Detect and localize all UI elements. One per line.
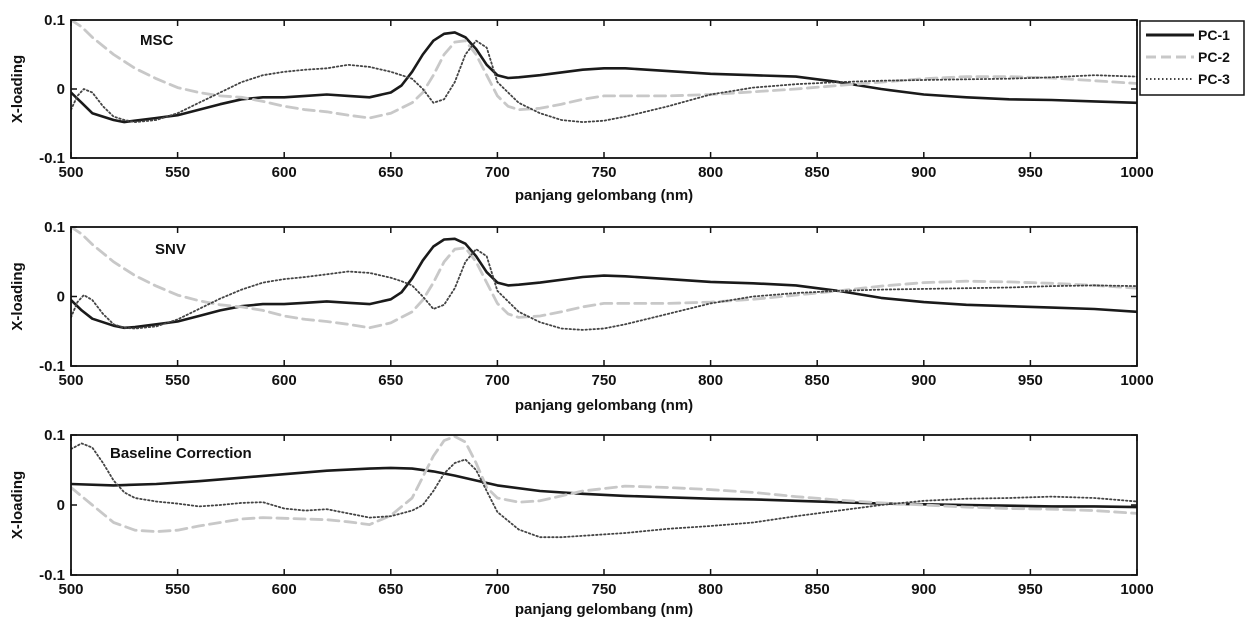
x-tick-label: 700 (485, 581, 510, 598)
x-axis-label: panjang gelombang (nm) (515, 397, 693, 414)
x-tick-label: 750 (591, 581, 616, 598)
y-tick-label: 0 (57, 289, 65, 306)
x-tick-label: 950 (1018, 372, 1043, 389)
legend: PC-1 PC-2 PC-3 (1139, 20, 1245, 96)
x-tick-label: 900 (911, 372, 936, 389)
x-tick-label: 950 (1018, 581, 1043, 598)
y-axis-label: X-loading (9, 262, 26, 330)
x-tick-label: 600 (272, 372, 297, 389)
x-tick-label: 550 (165, 581, 190, 598)
x-tick-label: 750 (591, 372, 616, 389)
x-tick-label: 650 (378, 581, 403, 598)
y-tick-label: 0.1 (44, 12, 65, 29)
x-tick-label: 1000 (1120, 372, 1153, 389)
panel-2: 500 550 600 650 700 750 800 850 900 950 1000 0.1 0 -0… (9, 219, 1154, 414)
x-tick-label: 500 (58, 164, 83, 181)
y-tick-label: -0.1 (39, 150, 65, 167)
x-tick-label: 1000 (1120, 581, 1153, 598)
panel-3: 500 550 600 650 700 750 800 850 900 950 1000 0.1 0 -0… (9, 427, 1154, 618)
y-tick-label: 0.1 (44, 219, 65, 236)
x-tick-label: 900 (911, 581, 936, 598)
x-tick-label: 500 (58, 372, 83, 389)
y-tick-label: 0.1 (44, 427, 65, 444)
x-tick-label: 800 (698, 372, 723, 389)
series-pc-2-line (71, 227, 1137, 330)
x-tick-label: 700 (485, 372, 510, 389)
series-pc-2-line (71, 435, 1137, 533)
x-tick-label: 650 (378, 372, 403, 389)
x-tick-label: 600 (272, 581, 297, 598)
panel-title: MSC (140, 32, 174, 49)
x-axis-label: panjang gelombang (nm) (515, 601, 693, 618)
x-tick-label: 600 (272, 164, 297, 181)
x-tick-label: 850 (805, 372, 830, 389)
series-pc-2-line (71, 20, 1137, 120)
x-tick-label: 500 (58, 581, 83, 598)
series-pc-3-line (71, 248, 1137, 331)
panel-1: 500 550 600 650 700 750 800 850 900 950 1000 0.1 0 -0… (9, 12, 1154, 204)
x-tick-label: 850 (805, 164, 830, 181)
x-tick-label: 700 (485, 164, 510, 181)
x-tick-label: 550 (165, 164, 190, 181)
legend-pc1-label: PC-1 (1198, 27, 1230, 43)
y-tick-label: 0 (57, 81, 65, 98)
y-tick-label: -0.1 (39, 567, 65, 584)
x-tick-label: 750 (591, 164, 616, 181)
x-tick-label: 650 (378, 164, 403, 181)
legend-pc3-label: PC-3 (1198, 71, 1230, 87)
series-pc-1-line (71, 237, 1137, 330)
panel-title: SNV (155, 241, 186, 258)
y-tick-label: 0 (57, 497, 65, 514)
x-tick-label: 950 (1018, 164, 1043, 181)
y-axis-label: X-loading (9, 55, 26, 123)
y-tick-label: -0.1 (39, 358, 65, 375)
x-axis-label: panjang gelombang (nm) (515, 187, 693, 204)
x-tick-label: 1000 (1120, 164, 1153, 181)
panel-title: Baseline Correction (110, 445, 252, 462)
panels-group: 500 550 600 650 700 750 800 850 900 950 1000 0.1 0 -0… (9, 12, 1154, 618)
x-tick-label: 550 (165, 372, 190, 389)
series-pc-3-line (71, 442, 1137, 539)
x-tick-label: 800 (698, 164, 723, 181)
series-pc-1-line (71, 31, 1137, 124)
x-tick-label: 850 (805, 581, 830, 598)
x-tick-label: 900 (911, 164, 936, 181)
legend-pc2-label: PC-2 (1198, 49, 1230, 65)
y-axis-label: X-loading (9, 471, 26, 539)
x-tick-label: 800 (698, 581, 723, 598)
series-pc-3-line (71, 39, 1137, 123)
